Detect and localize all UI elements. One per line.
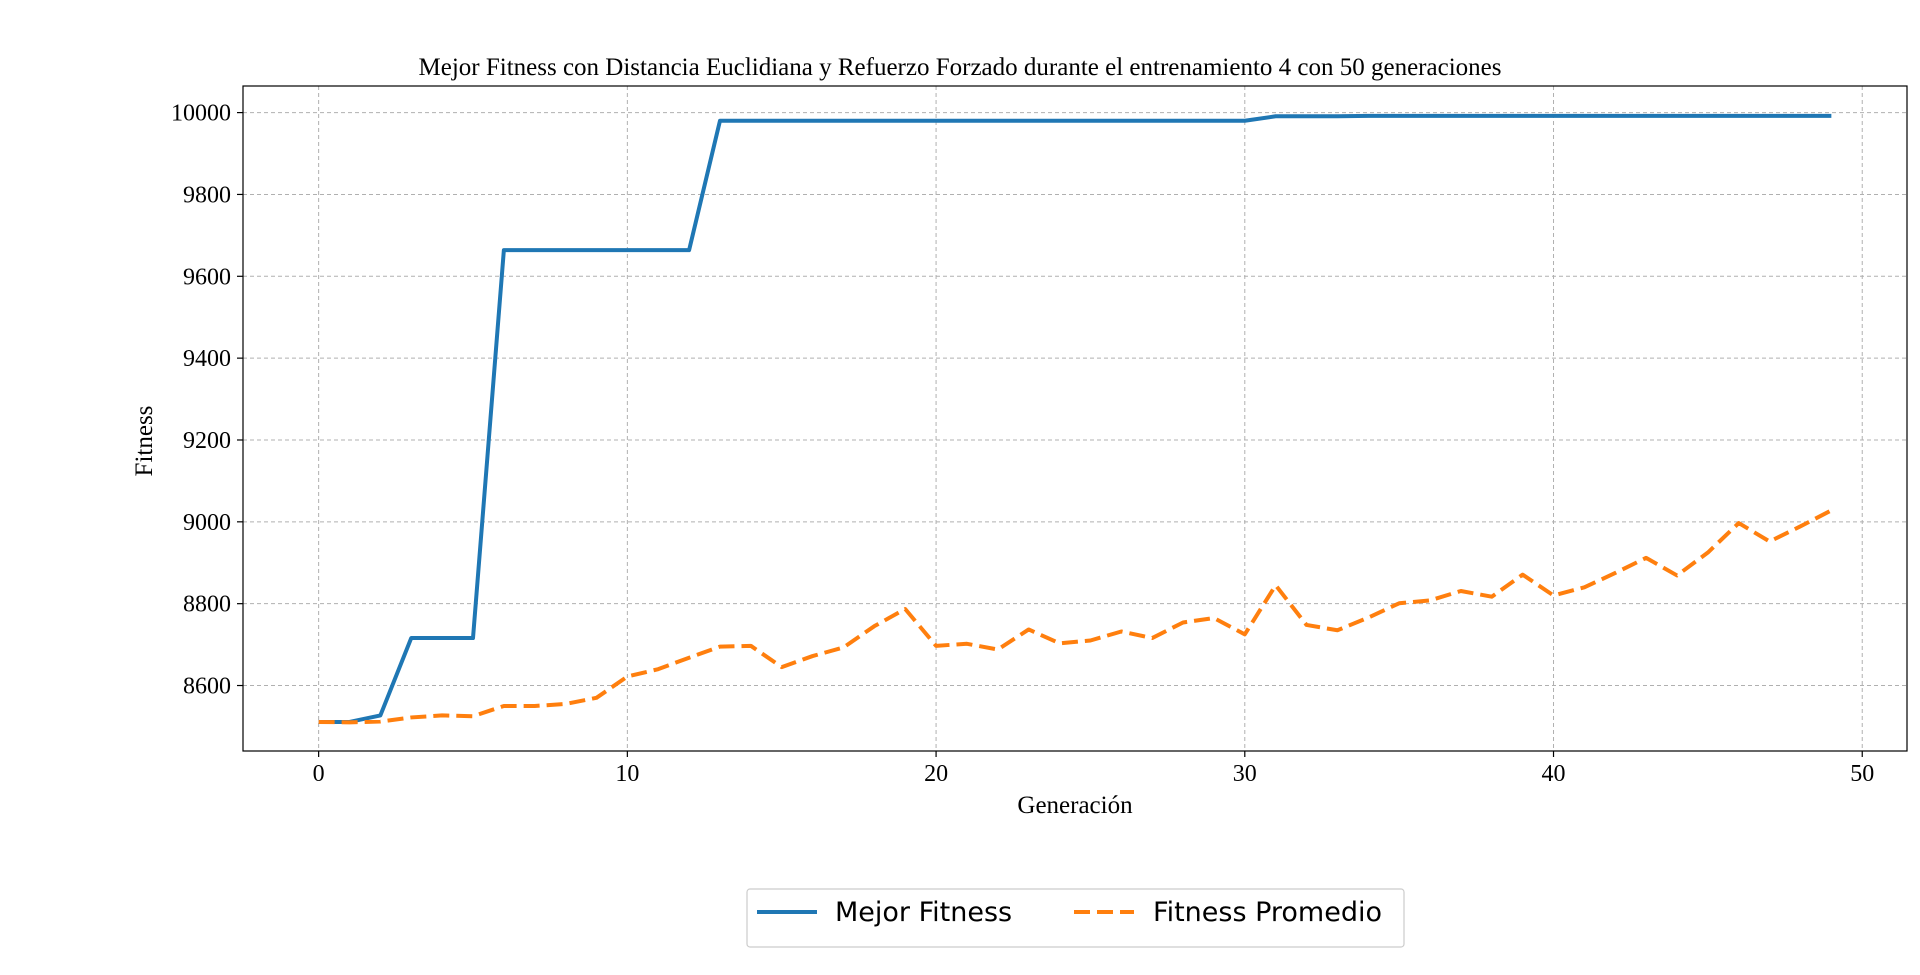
plot-frame — [242, 85, 1908, 752]
y-tick-label: 9400 — [183, 346, 231, 372]
x-tick-label: 20 — [924, 761, 948, 787]
x-axis-label: Generación — [1017, 792, 1133, 819]
grid-lines — [243, 86, 1907, 751]
x-tick-label: 50 — [1850, 761, 1874, 787]
y-tick-label: 10000 — [171, 101, 231, 127]
x-tick-label: 0 — [313, 761, 325, 787]
y-tick-label: 8800 — [183, 592, 231, 618]
series-line-mejor-fitness — [318, 113, 1832, 724]
legend: Mejor Fitness Fitness Promedio — [746, 888, 1405, 948]
y-tick-label: 9600 — [183, 264, 231, 290]
y-axis-label: Fitness — [131, 406, 158, 477]
x-tick-label: 40 — [1542, 761, 1566, 787]
legend-label-mejor-fitness: Mejor Fitness — [835, 897, 1012, 928]
y-tick-label: 8600 — [183, 674, 231, 700]
y-tick-label: 9800 — [183, 182, 231, 208]
axis-ticks: 0 10 20 30 40 50 8600 8800 9000 9200 9400 9600 9800 1… — [171, 101, 1874, 787]
legend-entry-fitness-promedio: Fitness Promedio — [1074, 897, 1382, 928]
y-tick-label: 9200 — [183, 428, 231, 454]
series-layer — [318, 113, 1833, 725]
y-tick-label: 9000 — [183, 510, 231, 536]
legend-entry-mejor-fitness: Mejor Fitness — [757, 897, 1012, 928]
series-line-fitness-promedio — [318, 508, 1833, 725]
chart-title: Mejor Fitness con Distancia Euclidiana y… — [419, 54, 1502, 81]
legend-box — [746, 888, 1405, 948]
x-tick-label: 10 — [615, 761, 639, 787]
x-tick-label: 30 — [1233, 761, 1257, 787]
legend-label-fitness-promedio: Fitness Promedio — [1153, 897, 1382, 928]
